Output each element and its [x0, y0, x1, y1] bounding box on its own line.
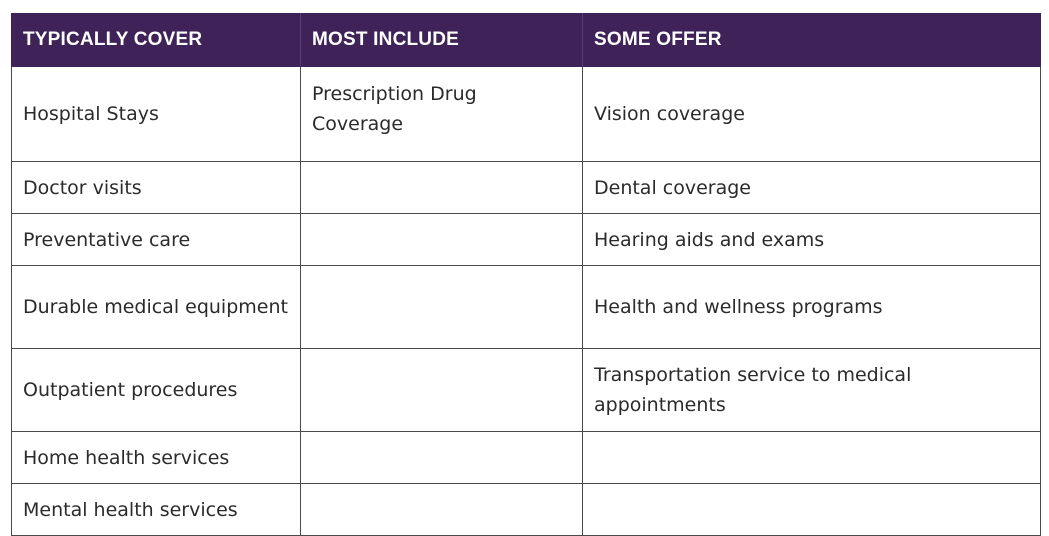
table-cell [582, 483, 1041, 536]
coverage-table-container: TYPICALLY COVER MOST INCLUDE SOME OFFER … [11, 13, 1041, 536]
table-cell: Transportation service to medical appoin… [582, 348, 1041, 432]
table-cell: Prescription Drug Coverage [300, 66, 583, 162]
table-cell [300, 161, 583, 214]
table-cell: Preventative care [11, 213, 301, 266]
table-cell: Outpatient procedures [11, 348, 301, 432]
table-row: Doctor visits Dental coverage [11, 161, 1041, 214]
table-cell: Home health services [11, 431, 301, 484]
table-cell [300, 213, 583, 266]
table-cell [300, 483, 583, 536]
table-cell: Mental health services [11, 483, 301, 536]
header-most-include: MOST INCLUDE [300, 13, 583, 67]
table-row: Home health services [11, 431, 1041, 484]
header-some-offer: SOME OFFER [582, 13, 1041, 67]
table-row: Durable medical equipment Health and wel… [11, 265, 1041, 349]
table-cell: Vision coverage [582, 66, 1041, 162]
table-cell: Hearing aids and exams [582, 213, 1041, 266]
table-cell: Hospital Stays [11, 66, 301, 162]
table-cell [300, 431, 583, 484]
table-row: Mental health services [11, 483, 1041, 536]
coverage-table: TYPICALLY COVER MOST INCLUDE SOME OFFER … [11, 13, 1041, 536]
table-cell: Doctor visits [11, 161, 301, 214]
table-cell [300, 265, 583, 349]
table-cell: Health and wellness programs [582, 265, 1041, 349]
table-cell: Dental coverage [582, 161, 1041, 214]
table-cell [300, 348, 583, 432]
table-row: Outpatient procedures Transportation ser… [11, 348, 1041, 432]
table-cell [582, 431, 1041, 484]
table-row: Hospital Stays Prescription Drug Coverag… [11, 66, 1041, 162]
table-row: Preventative care Hearing aids and exams [11, 213, 1041, 266]
header-typically-cover: TYPICALLY COVER [11, 13, 301, 67]
table-cell: Durable medical equipment [11, 265, 301, 349]
table-header-row: TYPICALLY COVER MOST INCLUDE SOME OFFER [11, 13, 1041, 67]
